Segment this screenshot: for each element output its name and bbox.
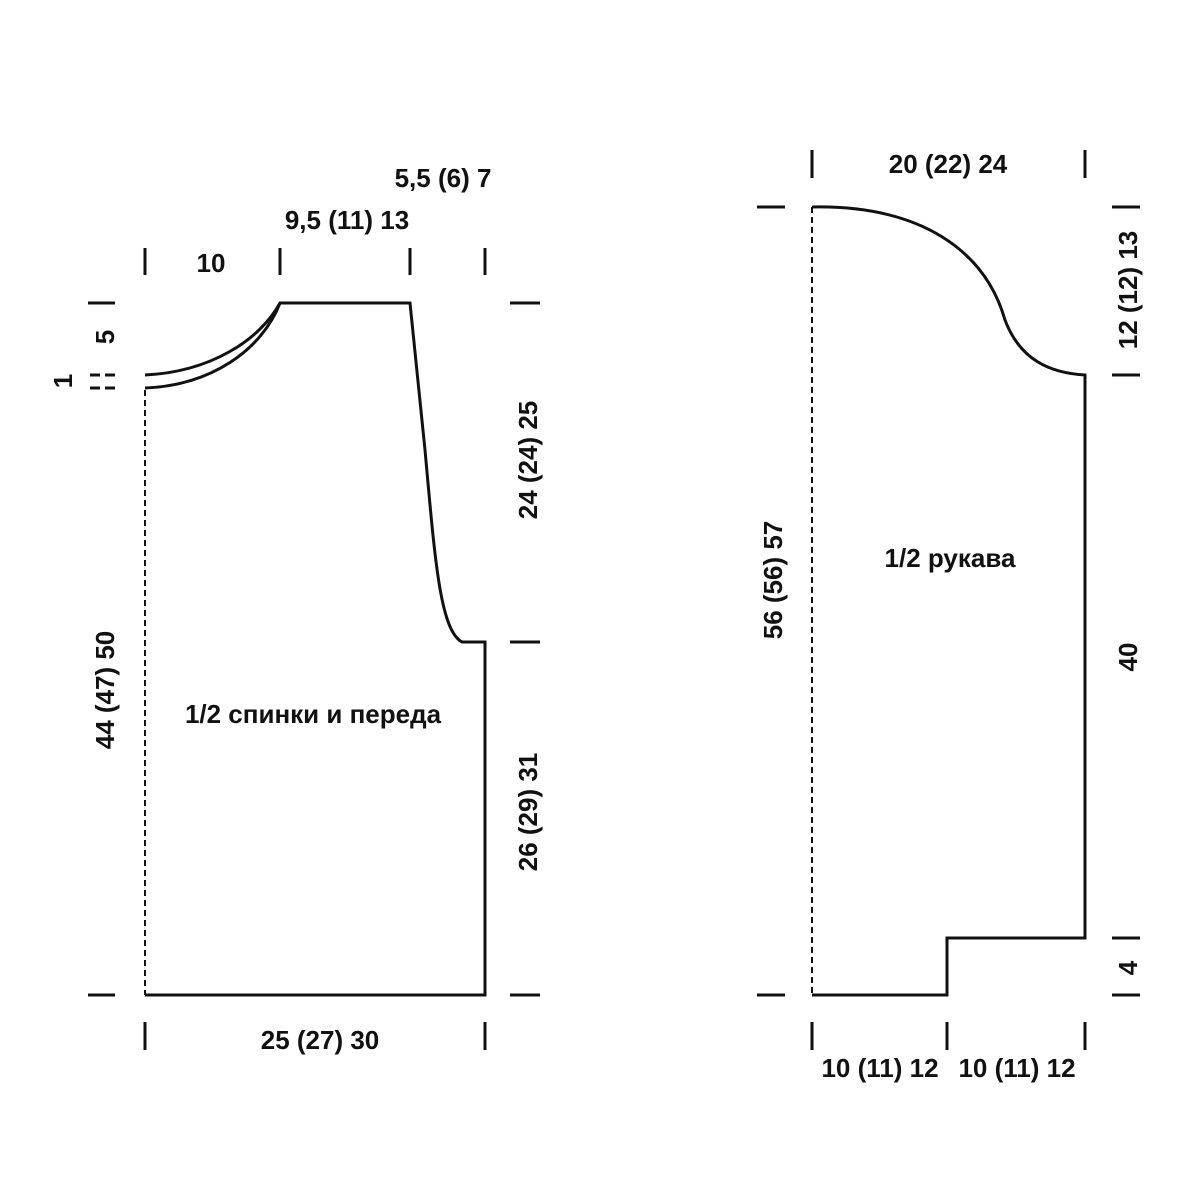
dim-label: 1 — [48, 374, 78, 388]
back-neck — [144, 302, 282, 390]
piece-label: 1/2 спинки и переда — [185, 699, 442, 729]
dim-label: 4 — [1113, 960, 1143, 975]
dim-label: 9,5 (11) 13 — [285, 205, 409, 235]
dim-label: 44 (47) 50 — [90, 631, 120, 750]
dim-label: 24 (24) 25 — [513, 401, 543, 520]
ticks — [88, 248, 540, 1050]
ticks — [757, 150, 1140, 1050]
dim-label: 12 (12) 13 — [1113, 231, 1143, 350]
sleeve: 20 (22) 24 12 (12) 13 56 (56) 57 40 4 10… — [757, 149, 1143, 1083]
sleeve-outline — [811, 205, 1087, 997]
piece-label: 1/2 рукава — [885, 543, 1016, 573]
dim-label: 26 (29) 31 — [513, 753, 543, 872]
body-outline — [144, 301, 487, 997]
dim-label: 20 (22) 24 — [889, 149, 1008, 179]
dim-label: 10 (11) 12 — [958, 1053, 1075, 1083]
dim-label: 56 (56) 57 — [758, 521, 788, 640]
dim-label: 40 — [1113, 643, 1143, 672]
dim-label: 10 (11) 12 — [821, 1053, 938, 1083]
dim-label: 5,5 (6) 7 — [395, 163, 492, 193]
dim-label: 10 — [197, 248, 226, 278]
dim-label: 25 (27) 30 — [261, 1025, 380, 1055]
body-piece: 10 9,5 (11) 13 5,5 (6) 7 5 1 24 (24) 25 … — [48, 163, 543, 1055]
dim-label: 5 — [90, 330, 120, 344]
